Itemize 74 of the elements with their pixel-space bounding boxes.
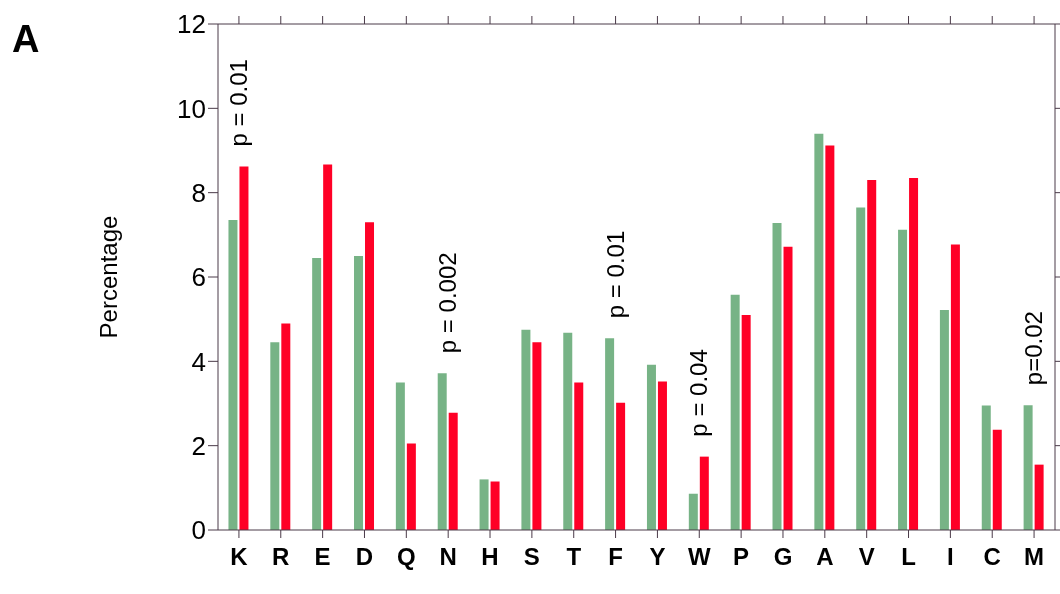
bar (448, 412, 458, 530)
bar (825, 145, 835, 530)
bar (856, 207, 866, 530)
bar (939, 309, 949, 530)
x-tick-label: V (858, 543, 875, 571)
bar (605, 338, 615, 530)
bar (281, 323, 291, 530)
bar (239, 166, 249, 530)
chart-title: A (12, 18, 40, 61)
bar (574, 382, 584, 530)
bar (479, 479, 489, 530)
bar (741, 314, 751, 530)
y-tick-label: 12 (177, 9, 206, 40)
x-tick-label: K (230, 543, 249, 571)
x-tick-label: A (816, 543, 834, 571)
bar (323, 164, 333, 530)
bar (228, 220, 238, 530)
annotation: p = 0.01 (601, 230, 629, 319)
bar (909, 177, 919, 530)
x-tick-label: F (608, 543, 623, 571)
bar (532, 342, 542, 530)
x-tick-label: Q (396, 543, 416, 571)
y-tick-label: 8 (191, 177, 206, 208)
x-tick-label: W (687, 543, 711, 571)
bar (898, 229, 908, 530)
y-tick-label: 6 (191, 262, 206, 293)
bar (563, 332, 573, 530)
bar (490, 481, 500, 530)
bar (270, 342, 280, 530)
bar (657, 381, 667, 530)
y-tick-label: 4 (191, 346, 206, 377)
bar (437, 373, 447, 530)
annotation: p = 0.04 (685, 349, 713, 437)
annotation: p=0.02 (1020, 311, 1048, 386)
x-tick-label: C (983, 543, 1001, 571)
x-tick-label: H (481, 543, 499, 571)
bar (814, 133, 824, 530)
bar (783, 246, 793, 530)
bar (992, 429, 1002, 530)
bar (354, 255, 364, 530)
bar (772, 223, 782, 530)
x-tick-label: P (733, 543, 750, 571)
y-axis-title: Percentage (94, 215, 122, 339)
x-tick-label: S (523, 543, 540, 571)
bar (312, 258, 322, 530)
x-tick-label: I (947, 543, 954, 571)
bar (395, 382, 405, 530)
bar (688, 493, 698, 530)
x-tick-label: G (773, 543, 793, 571)
x-tick-label: M (1024, 543, 1045, 571)
x-tick-label: R (272, 543, 290, 571)
x-tick-label: E (314, 543, 331, 571)
x-tick-label: Y (649, 543, 666, 571)
bar (1023, 405, 1033, 530)
bar (730, 294, 740, 530)
bar (646, 364, 656, 530)
x-tick-label: D (355, 543, 374, 571)
y-tick-label: 0 (191, 515, 206, 546)
annotation: p = 0.01 (224, 59, 252, 147)
bar (981, 405, 991, 530)
x-tick-label: T (566, 543, 582, 571)
bar (616, 402, 626, 530)
bar (365, 222, 375, 530)
bar (950, 244, 960, 530)
x-tick-label: N (439, 543, 457, 571)
bar (406, 443, 416, 530)
bar (1034, 464, 1044, 530)
y-tick-label: 2 (191, 430, 206, 461)
bar (699, 456, 709, 530)
bar (867, 180, 877, 530)
x-tick-label: L (901, 543, 916, 571)
y-tick-label: 10 (177, 93, 206, 124)
annotation: p = 0.002 (434, 252, 462, 354)
bar (521, 329, 531, 530)
